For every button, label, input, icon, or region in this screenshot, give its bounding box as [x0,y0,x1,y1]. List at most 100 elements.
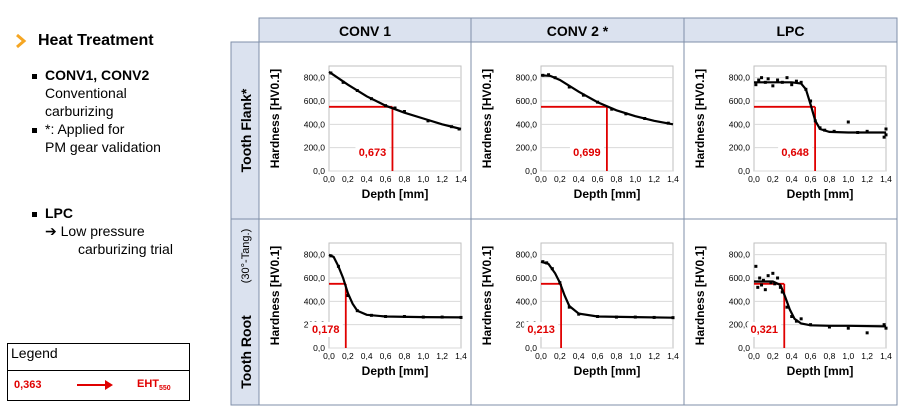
x-tick-label: 0,6 [805,174,817,184]
fit-curve [754,81,886,134]
sidebar: Heat Treatment CONV1, CONV2 Conventional… [0,0,222,409]
x-tick-label: 1,0 [629,351,641,361]
data-point [596,315,600,318]
legend: Legend 0,363 EHT550 [7,343,190,401]
data-point [790,315,794,318]
data-point [355,89,359,92]
data-point [450,125,454,129]
y-tick-label: 400,0 [304,119,326,129]
x-tick-label: 1,0 [417,351,429,361]
data-point [457,127,461,131]
eht-label-bg [308,322,343,337]
list-item-title: *: Applied for [45,121,125,137]
data-point [393,106,397,110]
eht-label: 0,178 [312,324,340,336]
x-tick-label: 0,0 [535,351,547,361]
x-axis-label: Depth [mm] [362,187,429,201]
list-item-line: carburizing trial [78,241,173,257]
x-axis-label: Depth [mm] [362,364,429,378]
data-point [799,317,803,321]
data-point [846,326,850,330]
data-point [882,135,886,139]
data-point [402,315,406,318]
eht-label: 0,673 [359,147,387,159]
eht-label: 0,321 [751,324,779,336]
data-point [884,133,888,137]
x-tick-label: 0,2 [767,351,779,361]
y-axis-label: Hardness [HV0.1] [480,69,494,168]
data-point [856,131,860,134]
data-point [754,264,758,268]
data-point [567,85,571,89]
legend-body: 0,363 EHT550 [8,370,189,401]
legend-label: EHT550 [137,378,171,392]
y-axis-label: Hardness [HV0.1] [268,69,282,168]
x-tick-label: 0,0 [748,351,760,361]
data-point [785,76,789,80]
plot-area [753,65,887,172]
legend-title: Legend [11,345,58,361]
y-tick-label: 0,0 [313,166,325,176]
data-point [614,315,618,319]
x-tick-label: 0,0 [748,174,760,184]
y-tick-label: 0,0 [738,343,750,353]
y-axis-label: Hardness [HV0.1] [693,246,707,345]
data-point [421,315,425,319]
x-tick-label: 1,2 [436,174,448,184]
y-tick-label: 800,0 [516,250,538,260]
x-axis-label: Depth [mm] [574,187,641,201]
data-point [882,323,886,327]
data-point [809,99,813,103]
data-point [790,83,794,87]
x-axis-label: Depth [mm] [787,364,854,378]
y-tick-label: 800,0 [516,73,538,83]
y-tick-label: 600,0 [729,273,751,283]
x-tick-label: 1,2 [861,351,873,361]
data-point [780,80,784,84]
x-tick-label: 0,2 [342,174,354,184]
data-point [567,305,571,309]
data-point [776,276,780,280]
heading-row: Heat Treatment [14,32,154,50]
x-tick-label: 0,0 [535,174,547,184]
legend-label-sub: 550 [159,385,171,393]
x-tick-label: 1,4 [880,174,892,184]
x-tick-label: 1,0 [417,174,429,184]
data-point [813,119,817,123]
data-point [760,283,764,287]
data-point [773,282,777,286]
row-header: Tooth Root [238,315,254,389]
data-point [610,107,614,111]
data-point [355,309,359,313]
x-tick-label: 1,4 [455,174,467,184]
y-tick-label: 600,0 [304,273,326,283]
row-header-subtitle: (30°-Tang.) [240,229,252,284]
data-point [823,128,827,132]
data-point [624,112,628,116]
data-point [760,76,764,80]
y-axis-label: Hardness [HV0.1] [268,246,282,345]
x-tick-label: 0,4 [361,351,373,361]
row-header-cell [230,218,260,406]
x-axis-label: Depth [mm] [574,364,641,378]
fit-curve [328,253,462,319]
data-point [804,87,808,91]
y-tick-label: 800,0 [304,250,326,260]
chart-grid: CONV 1 CONV 2 * LPC Tooth Flank* Tooth Root (… [230,17,898,406]
y-tick-label: 800,0 [304,73,326,83]
data-point [547,73,551,77]
y-tick-label: 600,0 [516,96,538,106]
chart-panel: 0,0200,0400,0600,0800,00,00,20,40,60,81,… [480,242,679,378]
list-item-lpc: LPC ➔ Low pressure carburizing trial [32,204,173,258]
data-point [329,254,333,258]
y-tick-label: 800,0 [729,73,751,83]
y-tick-label: 200,0 [516,143,538,153]
data-point [827,325,831,329]
y-axis-label: Hardness [HV0.1] [480,246,494,345]
data-point [369,97,373,101]
data-point [794,319,798,323]
x-tick-label: 1,0 [629,174,641,184]
data-point [336,264,340,268]
